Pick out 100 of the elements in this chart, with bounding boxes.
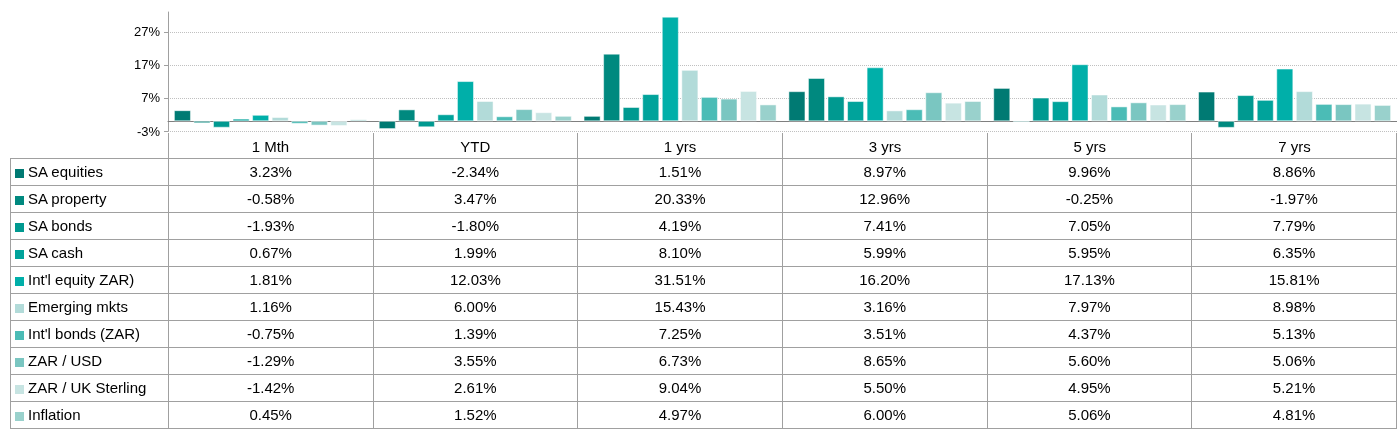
data-label: 3.23% <box>168 158 373 185</box>
data-label: -1.80% <box>373 212 578 239</box>
bar <box>993 88 1011 122</box>
data-label: 7.25% <box>577 320 783 347</box>
bar <box>1315 104 1333 122</box>
data-label: 1.51% <box>577 158 783 185</box>
bar <box>252 115 269 122</box>
data-label: 15.81% <box>1191 266 1397 293</box>
bar <box>1276 68 1294 122</box>
data-label: -0.75% <box>168 320 373 347</box>
data-label: 3.16% <box>782 293 988 320</box>
bar <box>554 116 572 122</box>
x-tick-label: 1 yrs <box>663 138 697 155</box>
bar <box>622 107 640 122</box>
data-label: -1.42% <box>168 374 373 401</box>
bar <box>311 121 328 126</box>
bar <box>886 110 903 122</box>
bar <box>398 109 416 122</box>
bar <box>476 101 494 122</box>
bar <box>213 121 230 128</box>
bar <box>1052 101 1069 122</box>
bar <box>808 78 825 122</box>
data-label: 4.19% <box>577 212 783 239</box>
bar <box>1149 104 1167 122</box>
bar <box>788 91 806 122</box>
data-label: 3.47% <box>373 185 578 212</box>
data-label: 5.99% <box>782 239 988 266</box>
legend-label: Int'l bonds (ZAR) <box>28 325 141 342</box>
x-tick-label: 1 Mth <box>251 138 290 155</box>
bar <box>496 116 513 122</box>
data-label: 5.13% <box>1191 320 1397 347</box>
bar <box>681 70 699 122</box>
bar <box>603 53 620 122</box>
legend-label: Inflation <box>28 406 81 423</box>
data-label: 16.20% <box>782 266 988 293</box>
data-label: 0.45% <box>168 401 373 428</box>
legend-label: SA bonds <box>28 217 93 234</box>
bar <box>1374 105 1391 122</box>
bar <box>515 109 533 122</box>
data-label: 7.97% <box>987 293 1192 320</box>
data-label: 7.79% <box>1191 212 1397 239</box>
data-label: 4.37% <box>987 320 1192 347</box>
data-label: 1.52% <box>373 401 578 428</box>
bar <box>701 97 718 122</box>
data-label: 6.73% <box>577 347 783 374</box>
y-tick-label: 17% <box>133 57 161 73</box>
data-label: 4.95% <box>987 374 1192 401</box>
bar <box>1217 121 1235 128</box>
bar <box>827 96 845 122</box>
data-label: 3.55% <box>373 347 578 374</box>
bar <box>1169 104 1187 122</box>
bar <box>271 117 289 122</box>
legend-label: ZAR / USD <box>28 352 103 369</box>
data-label: 1.16% <box>168 293 373 320</box>
data-label: 9.96% <box>987 158 1192 185</box>
data-label: 12.96% <box>782 185 988 212</box>
data-label: -1.93% <box>168 212 373 239</box>
bar <box>1335 104 1352 122</box>
bar <box>1198 91 1215 122</box>
data-label: 5.95% <box>987 239 1192 266</box>
data-label: 1.81% <box>168 266 373 293</box>
data-label: -0.58% <box>168 185 373 212</box>
bar <box>866 67 884 122</box>
x-tick-label: 7 yrs <box>1278 138 1311 155</box>
bar <box>964 101 982 122</box>
bar <box>535 112 552 122</box>
data-label: 5.50% <box>782 374 988 401</box>
data-label: 5.21% <box>1191 374 1397 401</box>
data-label: 17.13% <box>987 266 1192 293</box>
data-label: 3.51% <box>782 320 988 347</box>
data-label: 1.39% <box>373 320 578 347</box>
legend-label: Emerging mkts <box>28 298 129 315</box>
data-label: 4.81% <box>1191 401 1397 428</box>
data-label: 6.00% <box>373 293 578 320</box>
bar <box>1237 95 1254 122</box>
bar <box>720 98 738 122</box>
data-label: -1.29% <box>168 347 373 374</box>
x-tick-label: 3 yrs <box>868 138 902 155</box>
bar <box>1091 94 1108 122</box>
bar <box>662 16 679 122</box>
data-label: 7.41% <box>782 212 988 239</box>
bar <box>925 92 943 122</box>
data-label: 8.65% <box>782 347 988 374</box>
data-label: 20.33% <box>577 185 783 212</box>
y-tick-label: -3% <box>136 123 161 139</box>
bar <box>1071 64 1089 122</box>
data-label: 2.61% <box>373 374 578 401</box>
data-label: 9.04% <box>577 374 783 401</box>
bar <box>1354 103 1372 122</box>
bar <box>642 94 660 122</box>
bar <box>1130 102 1147 122</box>
data-label: 5.06% <box>987 401 1192 428</box>
bar <box>174 110 191 122</box>
data-label: 0.67% <box>168 239 373 266</box>
data-label: 1.99% <box>373 239 578 266</box>
data-label: 15.43% <box>577 293 783 320</box>
data-label: 8.86% <box>1191 158 1397 185</box>
bar <box>1256 100 1274 122</box>
bar <box>905 109 923 122</box>
data-label: 8.10% <box>577 239 783 266</box>
